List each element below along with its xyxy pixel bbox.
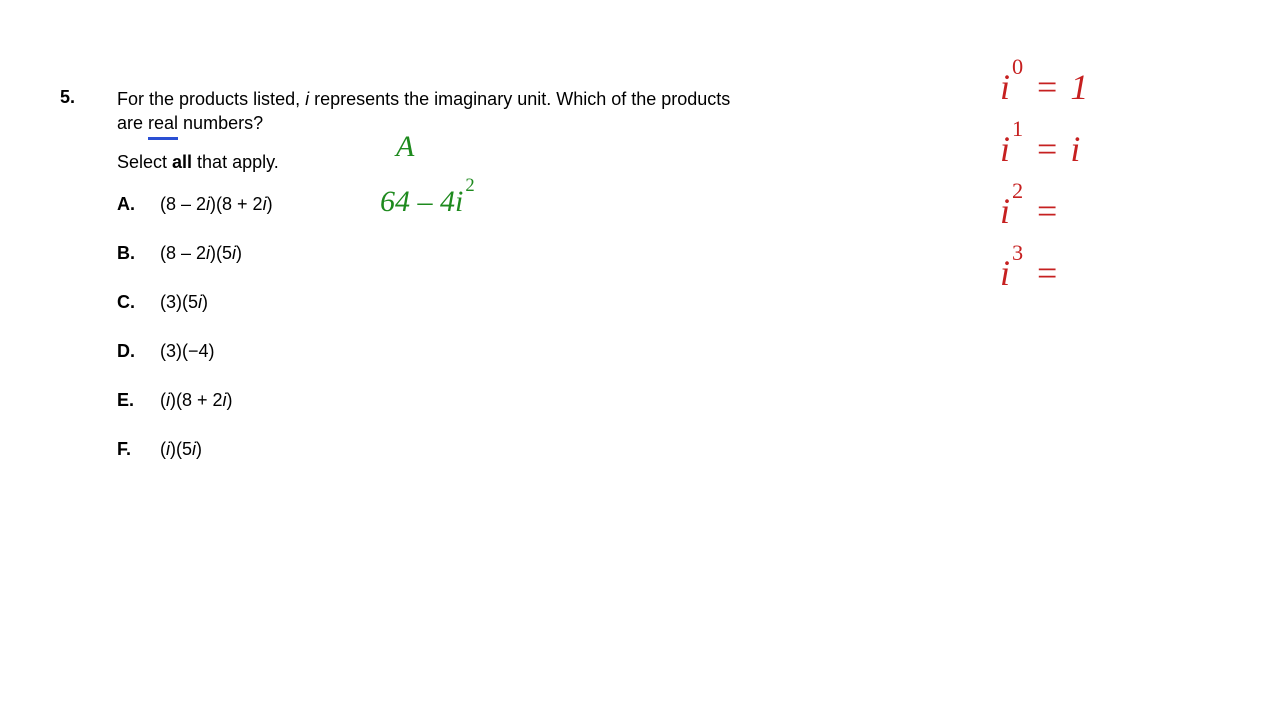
instruction-pre: Select [117,152,172,172]
choice-text: (3)(−4) [160,341,215,362]
handwritten-green-text: A [396,130,414,164]
instruction-bold: all [172,152,192,172]
choice-label: F. [117,439,131,460]
question-line2-pre: are [117,113,148,133]
question-underlined: real [148,111,178,139]
choice-label: E. [117,390,134,411]
choice-label: D. [117,341,135,362]
instruction-post: that apply. [192,152,279,172]
choice-text: (8 – 2i)(8 + 2i) [160,194,273,215]
handwritten-red-row: i2 = [1000,190,1061,232]
choice-text: (8 – 2i)(5i) [160,243,242,264]
question-line2-post: numbers? [178,113,263,133]
handwritten-red-row: i1 = i [1000,128,1080,170]
question-line1-pre: For the products listed, [117,89,305,109]
question-line1-post: represents the imaginary unit. Which of … [309,89,730,109]
question-text: For the products listed, i represents th… [117,87,877,140]
choice-text: (3)(5i) [160,292,208,313]
instruction: Select all that apply. [117,152,279,173]
choice-label: B. [117,243,135,264]
handwritten-red-row: i3 = [1000,252,1061,294]
question-number: 5. [60,87,75,108]
handwritten-red-row: i0 = 1 [1000,66,1088,108]
choice-text: (i)(8 + 2i) [160,390,233,411]
page: 5. For the products listed, i represents… [0,0,1280,720]
choice-label: C. [117,292,135,313]
handwritten-green-expr: 64 – 4i2 [380,185,463,219]
choice-text: (i)(5i) [160,439,202,460]
choice-label: A. [117,194,135,215]
